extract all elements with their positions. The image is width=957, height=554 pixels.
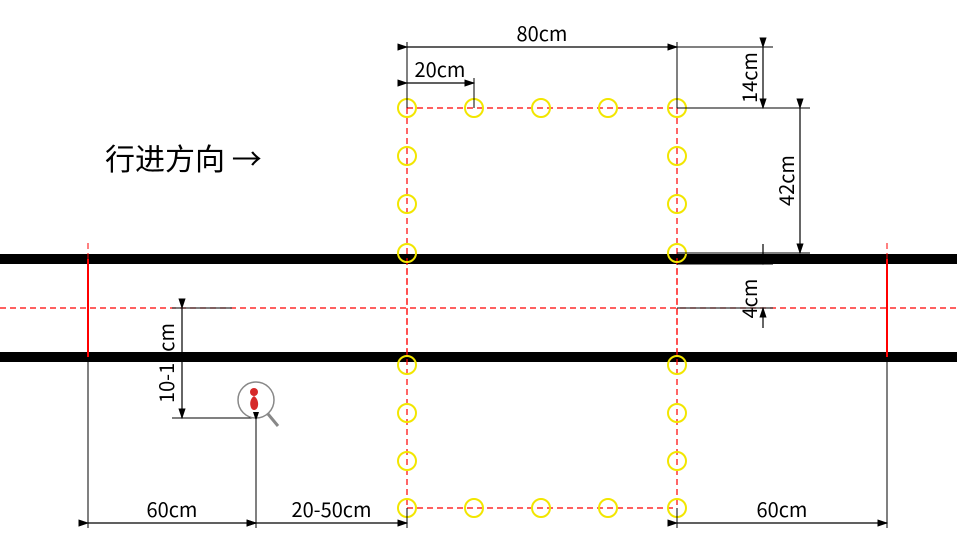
dim-20cm-label: 20cm (415, 54, 466, 83)
dim-60cm-right-label: 60cm (757, 494, 808, 523)
dim-14cm-label: 14cm (734, 52, 763, 103)
diagram-canvas: 行进方向 → 80cm 20cm 14cm 42cm 4cm 10-15cm 60cm 20-5… (0, 0, 957, 554)
dim-80cm-label: 80cm (517, 18, 568, 47)
dim-4cm-label: 4cm (734, 279, 763, 319)
dim-20-50cm-label: 20-50cm (291, 494, 371, 523)
direction-label: 行进方向 → (105, 135, 262, 179)
dim-42cm-label: 42cm (771, 155, 800, 206)
inspector-icon (238, 382, 278, 426)
dim-60cm-left-label: 60cm (147, 494, 198, 523)
dim-10-15cm-label: 10-15cm (151, 323, 180, 403)
